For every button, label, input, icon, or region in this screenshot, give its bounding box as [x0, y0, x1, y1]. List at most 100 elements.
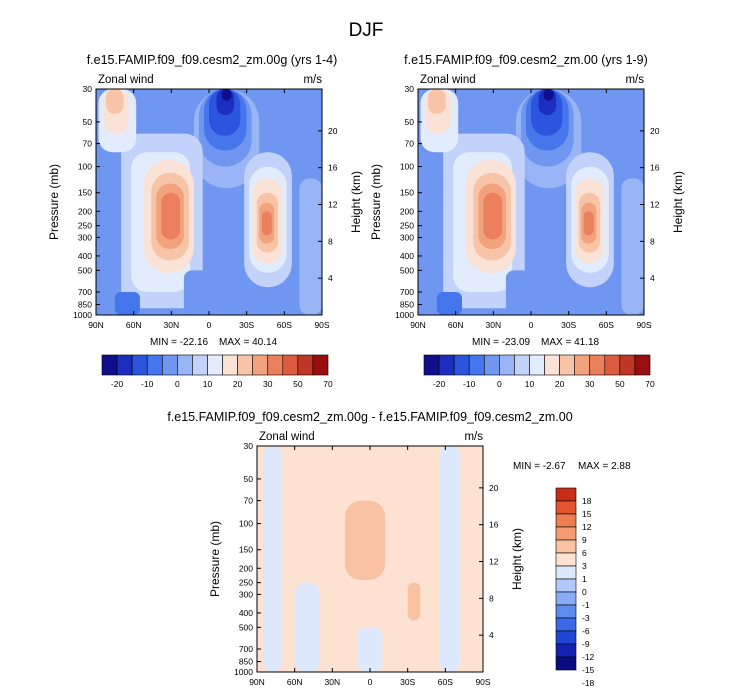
y-tick-label: 1000: [395, 310, 414, 320]
colorbar-label: 30: [263, 379, 273, 389]
panel-2-max: MAX = 41.18: [541, 337, 600, 348]
sh-surface: [600, 292, 626, 315]
colorbar-label: 9: [582, 535, 587, 545]
y2-tick-label: 12: [328, 200, 338, 210]
colorbar-box: [131, 354, 148, 376]
colorbar-label: -6: [582, 626, 590, 636]
y-tick-label: 30: [244, 441, 254, 451]
sh-jet-core: [583, 211, 594, 236]
x-tick-label: 60N: [126, 320, 142, 330]
colorbar-label: 12: [582, 522, 592, 532]
diff-tropical-positive-core: [344, 500, 386, 581]
colorbar-box: [555, 565, 577, 580]
colorbar-label: -12: [582, 652, 595, 662]
y-tick-label: 100: [239, 519, 253, 529]
colorbar-label: -18: [582, 678, 595, 688]
y-tick-label: 400: [78, 251, 92, 261]
colorbar-box: [555, 526, 577, 541]
panel-3-ylabel: Pressure (mb): [208, 521, 222, 597]
colorbar-box: [192, 354, 208, 376]
y-tick-label: 200: [400, 206, 414, 216]
colorbar-label: 15: [582, 509, 592, 519]
y-tick-label: 700: [78, 287, 92, 297]
colorbar-box: [555, 630, 577, 645]
y-tick-label: 300: [400, 232, 414, 242]
y-tick-label: 150: [239, 545, 253, 555]
y-tick-label: 250: [239, 578, 253, 588]
colorbar-label: -3: [582, 613, 590, 623]
colorbar-box: [483, 354, 500, 376]
x-tick-label: 60N: [287, 677, 303, 687]
x-tick-label: 90S: [314, 320, 329, 330]
panel-1-left-label: Zonal wind: [98, 74, 154, 86]
colorbar-box: [555, 591, 577, 606]
y2-tick-label: 4: [328, 273, 333, 283]
panel-3: f.e15.FAMIP.f09_f09.cesm2_zm.00g - f.e15…: [167, 410, 631, 688]
x-tick-label: 60S: [438, 677, 453, 687]
colorbar-label: 20: [555, 379, 565, 389]
x-tick-label: 0: [368, 677, 373, 687]
panel-2-left-label: Zonal wind: [420, 74, 476, 86]
x-tick-label: 90N: [88, 320, 104, 330]
tropical-surface-easterlies: [505, 270, 557, 315]
nh-jet-core: [161, 192, 181, 240]
colorbar-box: [101, 354, 118, 376]
colorbar-box: [555, 487, 577, 502]
colorbar-box: [619, 354, 636, 376]
colorbar-box: [312, 354, 329, 376]
panel-1-title: f.e15.FAMIP.f09_f09.cesm2_zm.00g (yrs 1-…: [87, 53, 338, 67]
nh-polar-surface: [114, 292, 140, 315]
diff-sh-negative-column: [439, 446, 461, 672]
panel-2-min: MIN = -23.09: [472, 337, 531, 348]
y-tick-label: 150: [78, 188, 92, 198]
panel-1-y2label: Height (km): [349, 171, 363, 233]
y-tick-label: 50: [244, 474, 254, 484]
y-tick-label: 500: [239, 622, 253, 632]
polar-strat-core: [106, 89, 124, 114]
sh-polar-column: [299, 178, 322, 315]
y-tick-label: 50: [405, 117, 415, 127]
diff-sh-positive-core: [407, 582, 421, 621]
easterly-min-center: [543, 89, 554, 101]
y2-tick-label: 20: [650, 126, 660, 136]
x-tick-label: 90N: [410, 320, 426, 330]
colorbar-box: [555, 604, 577, 619]
colorbar-box: [252, 354, 269, 376]
colorbar-label: 0: [175, 379, 180, 389]
colorbar-label: 0: [497, 379, 502, 389]
panel-2-field: [418, 89, 644, 315]
colorbar-box: [555, 552, 577, 567]
y-tick-label: 400: [400, 251, 414, 261]
panel-1-ylabel: Pressure (mb): [47, 164, 61, 240]
y-tick-label: 850: [239, 657, 253, 667]
colorbar-label: 20: [233, 379, 243, 389]
panel-1-colorbar: -20 -10 0 10 20 30 50 70: [101, 354, 333, 389]
y-tick-label: 1000: [234, 667, 253, 677]
colorbar-label: -20: [433, 379, 446, 389]
panel-3-colorbar: 18 15 12 9 6 3 1 0 -1 -3 -6 -9 -12 -15 -18: [555, 487, 595, 688]
colorbar-box: [222, 354, 238, 376]
colorbar-label: 30: [585, 379, 595, 389]
panel-3-title: f.e15.FAMIP.f09_f09.cesm2_zm.00g - f.e15…: [167, 410, 572, 424]
diff-nh-midlat-negative: [294, 582, 320, 672]
colorbar-box: [146, 354, 163, 376]
x-tick-label: 30S: [400, 677, 415, 687]
easterly-min-center: [221, 89, 232, 101]
colorbar-box: [438, 354, 455, 376]
y2-tick-label: 16: [328, 163, 338, 173]
colorbar-box: [297, 354, 314, 376]
y-tick-label: 100: [78, 162, 92, 172]
panel-1-units: m/s: [303, 74, 322, 86]
panel-1: f.e15.FAMIP.f09_f09.cesm2_zm.00g (yrs 1-…: [47, 53, 363, 389]
panel-3-units: m/s: [464, 431, 483, 443]
colorbar-box: [282, 354, 299, 376]
colorbar-label: -10: [463, 379, 476, 389]
x-tick-label: 30N: [164, 320, 180, 330]
colorbar-box: [177, 354, 193, 376]
colorbar-box: [559, 354, 575, 376]
colorbar-box: [514, 354, 530, 376]
y-tick-label: 250: [400, 221, 414, 231]
y-tick-label: 300: [239, 589, 253, 599]
x-tick-label: 30N: [325, 677, 341, 687]
